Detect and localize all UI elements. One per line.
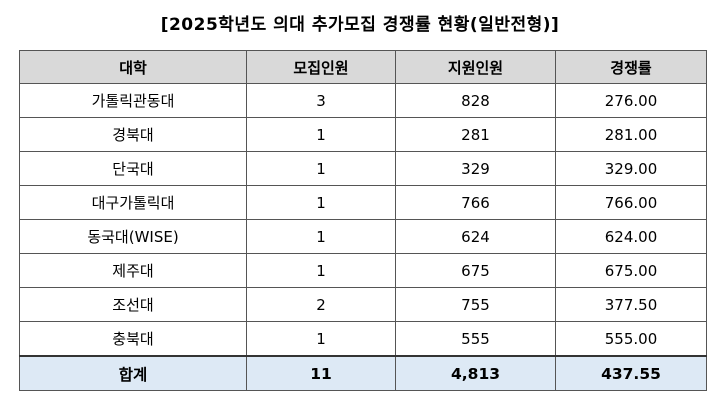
table-row: 단국대 1 329 329.00 xyxy=(19,151,707,186)
cell-applicants: 828 xyxy=(395,83,556,118)
table-row: 제주대 1 675 675.00 xyxy=(19,253,707,288)
cell-quota: 3 xyxy=(246,83,396,118)
cell-quota: 2 xyxy=(246,287,396,322)
cell-applicants: 675 xyxy=(395,253,556,288)
cell-school: 가톨릭관동대 xyxy=(19,83,247,118)
cell-ratio: 624.00 xyxy=(555,219,707,254)
document-title: [2025학년도 의대 추가모집 경쟁률 현황(일반전형)] xyxy=(160,15,560,35)
table-total-row: 합계 11 4,813 437.55 xyxy=(19,355,707,391)
column-header-ratio: 경쟁률 xyxy=(555,50,707,84)
cell-applicants: 624 xyxy=(395,219,556,254)
table-row: 동국대(WISE) 1 624 624.00 xyxy=(19,219,707,254)
total-quota: 11 xyxy=(246,355,396,391)
table-row: 대구가톨릭대 1 766 766.00 xyxy=(19,185,707,220)
cell-applicants: 755 xyxy=(395,287,556,322)
cell-school: 대구가톨릭대 xyxy=(19,185,247,220)
cell-ratio: 675.00 xyxy=(555,253,707,288)
cell-ratio: 281.00 xyxy=(555,117,707,152)
cell-ratio: 766.00 xyxy=(555,185,707,220)
cell-ratio: 555.00 xyxy=(555,321,707,357)
cell-ratio: 329.00 xyxy=(555,151,707,186)
table-row: 경북대 1 281 281.00 xyxy=(19,117,707,152)
cell-quota: 1 xyxy=(246,321,396,357)
table-row: 조선대 2 755 377.50 xyxy=(19,287,707,322)
cell-ratio: 276.00 xyxy=(555,83,707,118)
cell-applicants: 281 xyxy=(395,117,556,152)
cell-applicants: 555 xyxy=(395,321,556,357)
cell-school: 경북대 xyxy=(19,117,247,152)
table-row: 가톨릭관동대 3 828 276.00 xyxy=(19,83,707,118)
cell-quota: 1 xyxy=(246,151,396,186)
cell-quota: 1 xyxy=(246,219,396,254)
cell-school: 충북대 xyxy=(19,321,247,357)
column-header-quota: 모집인원 xyxy=(246,50,396,84)
competition-rate-table: 대학 모집인원 지원인원 경쟁률 가톨릭관동대 3 828 276.00 경북대… xyxy=(19,50,707,391)
column-header-school: 대학 xyxy=(19,50,247,84)
cell-ratio: 377.50 xyxy=(555,287,707,322)
table-row: 충북대 1 555 555.00 xyxy=(19,321,707,357)
column-header-applicants: 지원인원 xyxy=(395,50,556,84)
cell-school: 단국대 xyxy=(19,151,247,186)
cell-school: 동국대(WISE) xyxy=(19,219,247,254)
total-ratio: 437.55 xyxy=(555,355,707,391)
cell-quota: 1 xyxy=(246,185,396,220)
cell-applicants: 329 xyxy=(395,151,556,186)
cell-quota: 1 xyxy=(246,117,396,152)
cell-school: 조선대 xyxy=(19,287,247,322)
cell-applicants: 766 xyxy=(395,185,556,220)
total-label: 합계 xyxy=(19,355,247,391)
cell-quota: 1 xyxy=(246,253,396,288)
cell-school: 제주대 xyxy=(19,253,247,288)
total-applicants: 4,813 xyxy=(395,355,556,391)
table-header-row: 대학 모집인원 지원인원 경쟁률 xyxy=(19,50,707,84)
